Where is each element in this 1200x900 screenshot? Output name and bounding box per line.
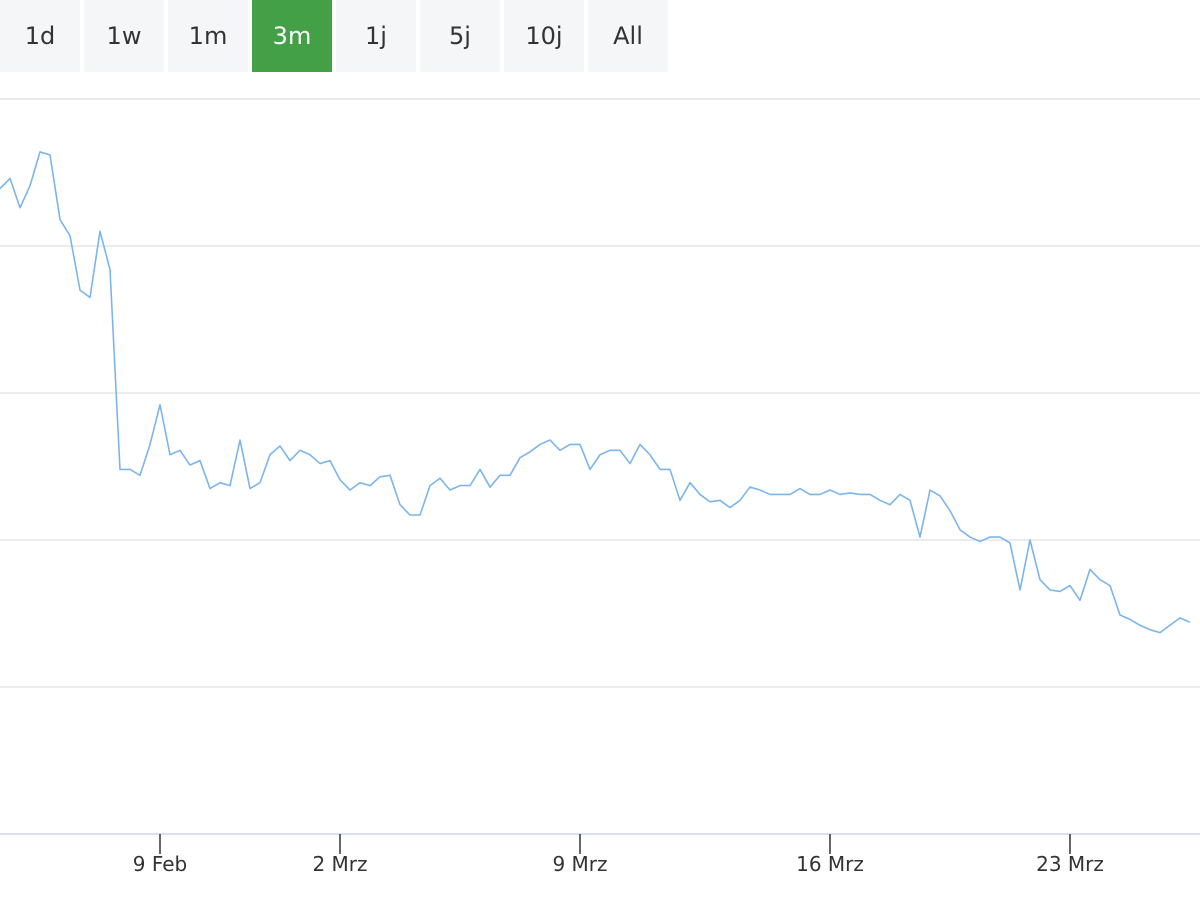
x-tick-label: 16 Mrz — [796, 852, 864, 876]
range-button[interactable]: All — [588, 0, 668, 72]
x-tick-label: 23 Mrz — [1036, 852, 1104, 876]
x-tick-label: 9 Mrz — [552, 852, 607, 876]
x-tick-label: 2 Mrz — [312, 852, 367, 876]
range-button[interactable]: 1w — [84, 0, 164, 72]
price-line — [0, 151, 1191, 634]
range-button[interactable]: 1j — [336, 0, 416, 72]
range-button[interactable]: 10j — [504, 0, 584, 72]
x-tick-label: 9 Feb — [133, 852, 188, 876]
range-button[interactable]: 5j — [420, 0, 500, 72]
range-button[interactable]: 1m — [168, 0, 248, 72]
range-button[interactable]: 1d — [0, 0, 80, 72]
range-button[interactable]: 3m — [252, 0, 332, 72]
